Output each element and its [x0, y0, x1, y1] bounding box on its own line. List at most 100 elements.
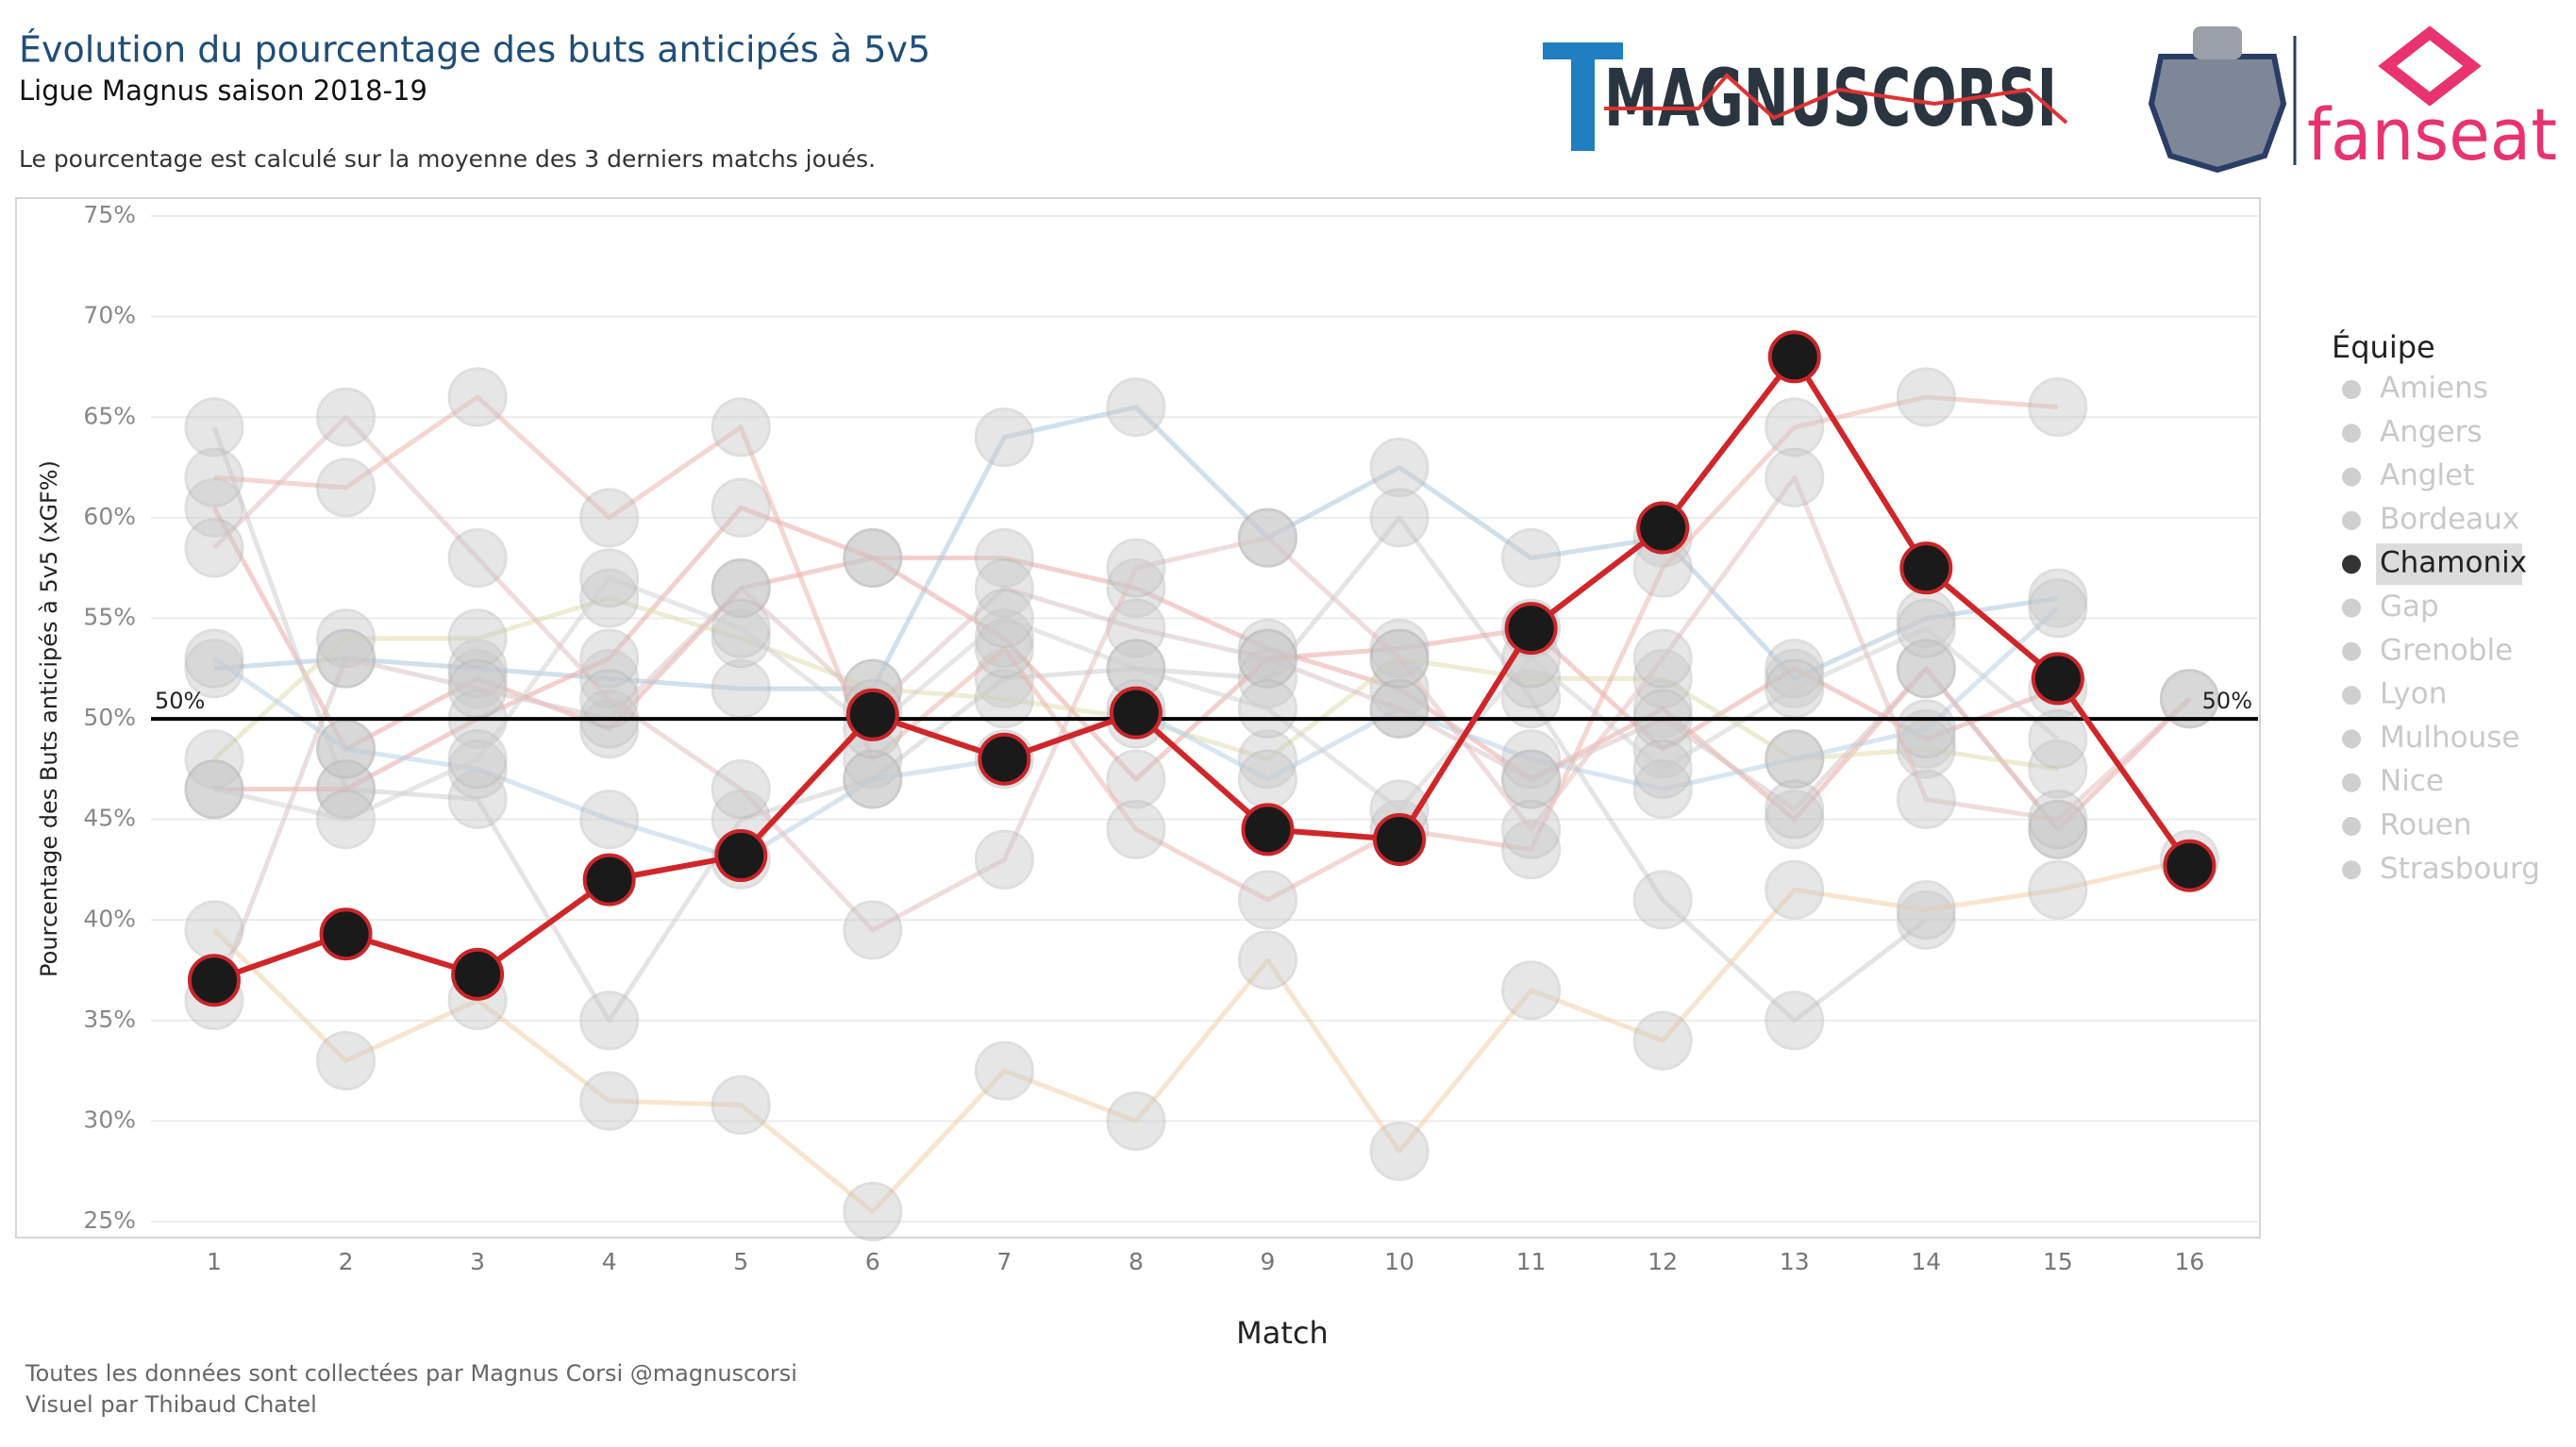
y-tick-label: 65%: [83, 402, 136, 429]
team-logo-marker: [843, 749, 903, 809]
series-line: [212, 354, 2192, 984]
team-logo-marker: [316, 387, 376, 447]
team-logo-marker: [1237, 507, 1297, 568]
x-tick-label: 5: [733, 1248, 748, 1275]
team-logo-marker: [447, 608, 508, 669]
y-tick-label: 25%: [83, 1206, 136, 1234]
team-logo-marker: [184, 397, 244, 457]
team-logo-marker: [184, 900, 244, 960]
team-logo-marker: [184, 729, 244, 790]
team-logo-marker: [1106, 799, 1166, 859]
team-logo-marker: [451, 947, 505, 1001]
team-logo-marker: [1765, 447, 1825, 507]
team-logo-marker: [1501, 749, 1562, 809]
x-tick-label: 7: [996, 1248, 1012, 1275]
team-logo-marker: [1765, 397, 1825, 457]
legend-icon: [2342, 729, 2361, 749]
team-logo-marker: [319, 907, 373, 961]
team-logo-marker: [1767, 330, 1821, 384]
team-logo-marker: [1106, 377, 1166, 438]
logo-shape: [2378, 25, 2482, 107]
legend-label: Rouen: [2380, 808, 2471, 842]
team-logo-marker: [1501, 820, 1562, 880]
team-logo-marker: [1765, 658, 1825, 719]
team-logo-marker: [2028, 790, 2088, 850]
logo-shape: [1571, 57, 1595, 151]
x-tick-label: 11: [1516, 1248, 1547, 1275]
team-logo-marker: [1504, 602, 1558, 656]
team-logo-marker: [1237, 749, 1297, 809]
team-logo-marker: [1632, 648, 1693, 708]
y-tick-label: 75%: [83, 201, 136, 228]
plot-area: 25%30%35%40%45%50%55%60%65%70%75%1 2 3 4 5 6 7…: [83, 201, 2258, 1275]
legend-label: Amiens: [2380, 372, 2488, 406]
logo-synerglace: [2148, 26, 2297, 174]
team-logo-marker: [1373, 812, 1427, 866]
team-logo-marker: [579, 1071, 640, 1131]
logo-magnuscorsi: MAGNUSCORSI: [1543, 42, 2068, 151]
team-logo-marker: [1896, 639, 1956, 699]
x-tick-label: 1: [207, 1248, 222, 1275]
legend-icon: [2342, 817, 2361, 836]
team-logo-marker: [1765, 779, 1825, 840]
team-logo-marker: [447, 367, 508, 427]
team-logo-marker: [579, 990, 640, 1051]
legend-label: Strasbourg: [2380, 852, 2540, 886]
team-logo-marker: [1896, 598, 1956, 658]
team-logo-marker: [447, 528, 508, 589]
x-tick-label: 10: [1384, 1248, 1414, 1275]
legend-label: Grenoble: [2380, 633, 2513, 667]
x-tick-label: 14: [1911, 1248, 1941, 1275]
legend-label: Chamonix: [2380, 546, 2527, 580]
legend-label: Nice: [2380, 764, 2444, 798]
team-logo-marker: [1241, 803, 1295, 857]
footer-text: Visuel par Thibaud Chatel: [25, 1391, 317, 1418]
legend-label: Mulhouse: [2380, 721, 2520, 755]
legend-icon: [2342, 860, 2361, 880]
x-tick-label: 6: [865, 1248, 880, 1275]
series-line: [213, 394, 2059, 903]
team-logo-marker: [1106, 538, 1166, 598]
team-logo-marker: [1765, 648, 1825, 708]
team-logo-marker: [711, 598, 771, 658]
team-logo-marker: [1765, 990, 1825, 1051]
team-logo-marker: [579, 790, 640, 850]
team-logo-marker: [714, 829, 768, 883]
series-line: [213, 405, 2059, 691]
team-logo-marker: [2159, 669, 2219, 729]
team-logo-marker: [1632, 759, 1693, 820]
team-logo-marker: [316, 608, 376, 669]
team-logo-marker: [1369, 488, 1430, 548]
legend-icon: [2342, 773, 2361, 792]
team-logo-marker: [579, 628, 640, 689]
chart-subtitle: Ligue Magnus saison 2018-19: [19, 75, 427, 107]
team-logo-marker: [1237, 870, 1297, 930]
legend-label: Anglet: [2380, 458, 2474, 492]
logo-text: MAGNUSCORSI: [1604, 52, 2057, 144]
team-logo-marker: [711, 759, 771, 820]
legend-highlight: [2376, 543, 2522, 586]
team-logo-marker: [1896, 769, 1956, 829]
x-tick-label: 16: [2175, 1248, 2205, 1275]
y-tick-label: 45%: [83, 805, 136, 832]
logo-shape: [1543, 42, 1623, 59]
legend-icon: [2342, 424, 2361, 443]
legend-icon: [2342, 686, 2361, 706]
team-logo-marker: [2031, 652, 2084, 706]
team-logo-marker: [1632, 628, 1693, 689]
team-logo-marker: [1106, 1090, 1166, 1151]
y-tick-label: 50%: [83, 704, 136, 731]
team-logo-marker: [1896, 367, 1956, 427]
team-logo-marker: [1899, 541, 1953, 595]
legend-icon: [2342, 467, 2361, 487]
team-logo-marker: [1237, 930, 1297, 990]
team-logo-marker: [843, 528, 903, 589]
team-logo-marker: [974, 669, 1034, 729]
team-logo-marker: [2028, 739, 2088, 799]
team-logo-marker: [1632, 1010, 1693, 1071]
team-logo-marker: [579, 669, 640, 729]
team-logo-marker: [974, 588, 1034, 648]
team-logo-marker: [316, 628, 376, 689]
logo-text: fanseat: [2307, 92, 2557, 176]
